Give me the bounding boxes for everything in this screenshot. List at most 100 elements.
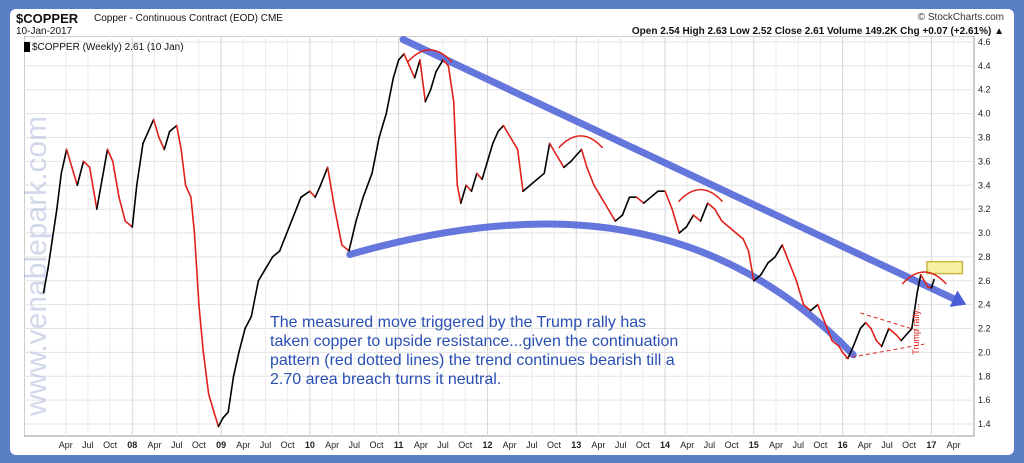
price-segment bbox=[101, 148, 109, 181]
price-segment bbox=[852, 327, 862, 348]
x-tick-label: 16 bbox=[838, 440, 848, 450]
price-segment bbox=[71, 166, 79, 187]
price-segment bbox=[870, 327, 878, 342]
price-segment bbox=[158, 136, 166, 151]
price-segment bbox=[859, 321, 867, 330]
price-segment bbox=[76, 160, 85, 187]
price-segment bbox=[397, 53, 405, 61]
price-segment bbox=[60, 148, 68, 175]
y-tick-label: 1.6 bbox=[978, 395, 991, 405]
price-segment bbox=[413, 59, 421, 79]
price-segment bbox=[795, 279, 805, 306]
price-segment bbox=[424, 88, 432, 103]
price-segment bbox=[447, 65, 455, 103]
price-segment bbox=[47, 238, 54, 270]
y-tick-label: 2.0 bbox=[978, 347, 991, 357]
price-segment bbox=[593, 184, 602, 198]
price-segment bbox=[82, 160, 91, 169]
price-segment bbox=[753, 274, 762, 282]
price-segment bbox=[293, 196, 302, 216]
price-segment bbox=[838, 345, 844, 354]
price-segment bbox=[824, 321, 833, 342]
price-segment bbox=[147, 118, 155, 133]
x-tick-label: 11 bbox=[394, 440, 404, 450]
y-tick-label: 4.6 bbox=[978, 37, 991, 47]
price-segment bbox=[348, 220, 357, 252]
x-tick-label: Apr bbox=[858, 440, 872, 450]
price-segment bbox=[895, 333, 902, 342]
price-segment bbox=[309, 190, 317, 198]
x-tick-label: 08 bbox=[127, 440, 137, 450]
price-segment bbox=[621, 196, 631, 216]
chart-panel: $COPPER Copper - Continuous Contract (EO… bbox=[10, 9, 1014, 455]
y-tick-label: 4.2 bbox=[978, 85, 991, 95]
y-tick-label: 1.8 bbox=[978, 371, 991, 381]
y-tick-label: 4.4 bbox=[978, 61, 991, 71]
price-segment bbox=[536, 172, 546, 181]
price-segment bbox=[88, 166, 98, 210]
x-tick-label: Jul bbox=[437, 440, 449, 450]
price-segment bbox=[213, 411, 220, 428]
x-tick-label: Oct bbox=[369, 440, 384, 450]
price-segment bbox=[543, 142, 551, 175]
price-segment bbox=[442, 59, 450, 67]
price-segment bbox=[767, 256, 776, 264]
price-segment bbox=[875, 339, 883, 348]
y-tick-label: 3.2 bbox=[978, 204, 991, 214]
price-segment bbox=[781, 244, 791, 264]
x-tick-label: Jul bbox=[526, 440, 538, 450]
x-tick-label: Jul bbox=[260, 440, 272, 450]
price-segment bbox=[887, 327, 897, 336]
annotation-line: taken copper to upside resistance...give… bbox=[270, 333, 678, 350]
price-segment bbox=[742, 238, 750, 252]
resistance-zone bbox=[926, 260, 964, 275]
price-segment bbox=[747, 250, 755, 282]
x-tick-label: Jul bbox=[349, 440, 361, 450]
price-segment bbox=[111, 160, 120, 198]
top-arc bbox=[407, 49, 453, 63]
y-axis: 1.4 1.6 1.8 2.0 2.2 2.4 2.6 2.8 3.0 3.2 3.4 3.6 3.8 4… bbox=[978, 37, 991, 429]
price-segment bbox=[333, 208, 343, 246]
price-segment bbox=[685, 214, 695, 228]
price-segment bbox=[481, 160, 489, 181]
price-segment bbox=[930, 278, 935, 289]
price-segment bbox=[142, 130, 150, 145]
chart-date: 10-Jan-2017 bbox=[16, 26, 73, 37]
x-tick-label: Apr bbox=[236, 440, 250, 450]
price-segment bbox=[264, 256, 274, 270]
price-segment bbox=[900, 333, 908, 342]
price-segment bbox=[728, 226, 737, 234]
y-tick-label: 4.0 bbox=[978, 109, 991, 119]
price-segment bbox=[465, 184, 473, 193]
price-segment bbox=[497, 124, 505, 133]
price-segment bbox=[190, 196, 196, 234]
price-segment bbox=[42, 268, 49, 294]
price-segment bbox=[385, 76, 395, 115]
price-segment bbox=[131, 184, 138, 228]
price-segment bbox=[326, 166, 336, 210]
price-segment bbox=[163, 130, 171, 151]
price-segment bbox=[721, 220, 730, 228]
price-segment bbox=[168, 124, 178, 133]
price-segment bbox=[509, 136, 519, 151]
price-segment bbox=[841, 351, 849, 360]
price-segment bbox=[135, 142, 144, 187]
legend-label: $COPPER (Weekly) 2.61 (10 Jan) bbox=[32, 42, 184, 53]
x-tick-label: Apr bbox=[148, 440, 162, 450]
x-axis: Apr Jul Oct 08 Apr Jul Oct 09 Apr Jul Oct 10 Apr Jul O… bbox=[59, 440, 961, 450]
price-segment bbox=[392, 59, 400, 79]
annotation-line: The measured move triggered by the Trump… bbox=[270, 314, 646, 331]
price-segment bbox=[809, 303, 819, 312]
price-segment bbox=[529, 178, 538, 187]
pattern-upper-line bbox=[860, 312, 920, 332]
price-segment bbox=[671, 208, 681, 234]
price-segment bbox=[916, 274, 922, 294]
price-segment bbox=[802, 303, 812, 312]
continuation-pattern bbox=[845, 312, 925, 359]
support-arc bbox=[346, 220, 857, 359]
price-segment bbox=[905, 327, 913, 336]
price-segment bbox=[600, 196, 610, 210]
x-tick-label: 13 bbox=[571, 440, 581, 450]
price-segment bbox=[429, 71, 437, 91]
